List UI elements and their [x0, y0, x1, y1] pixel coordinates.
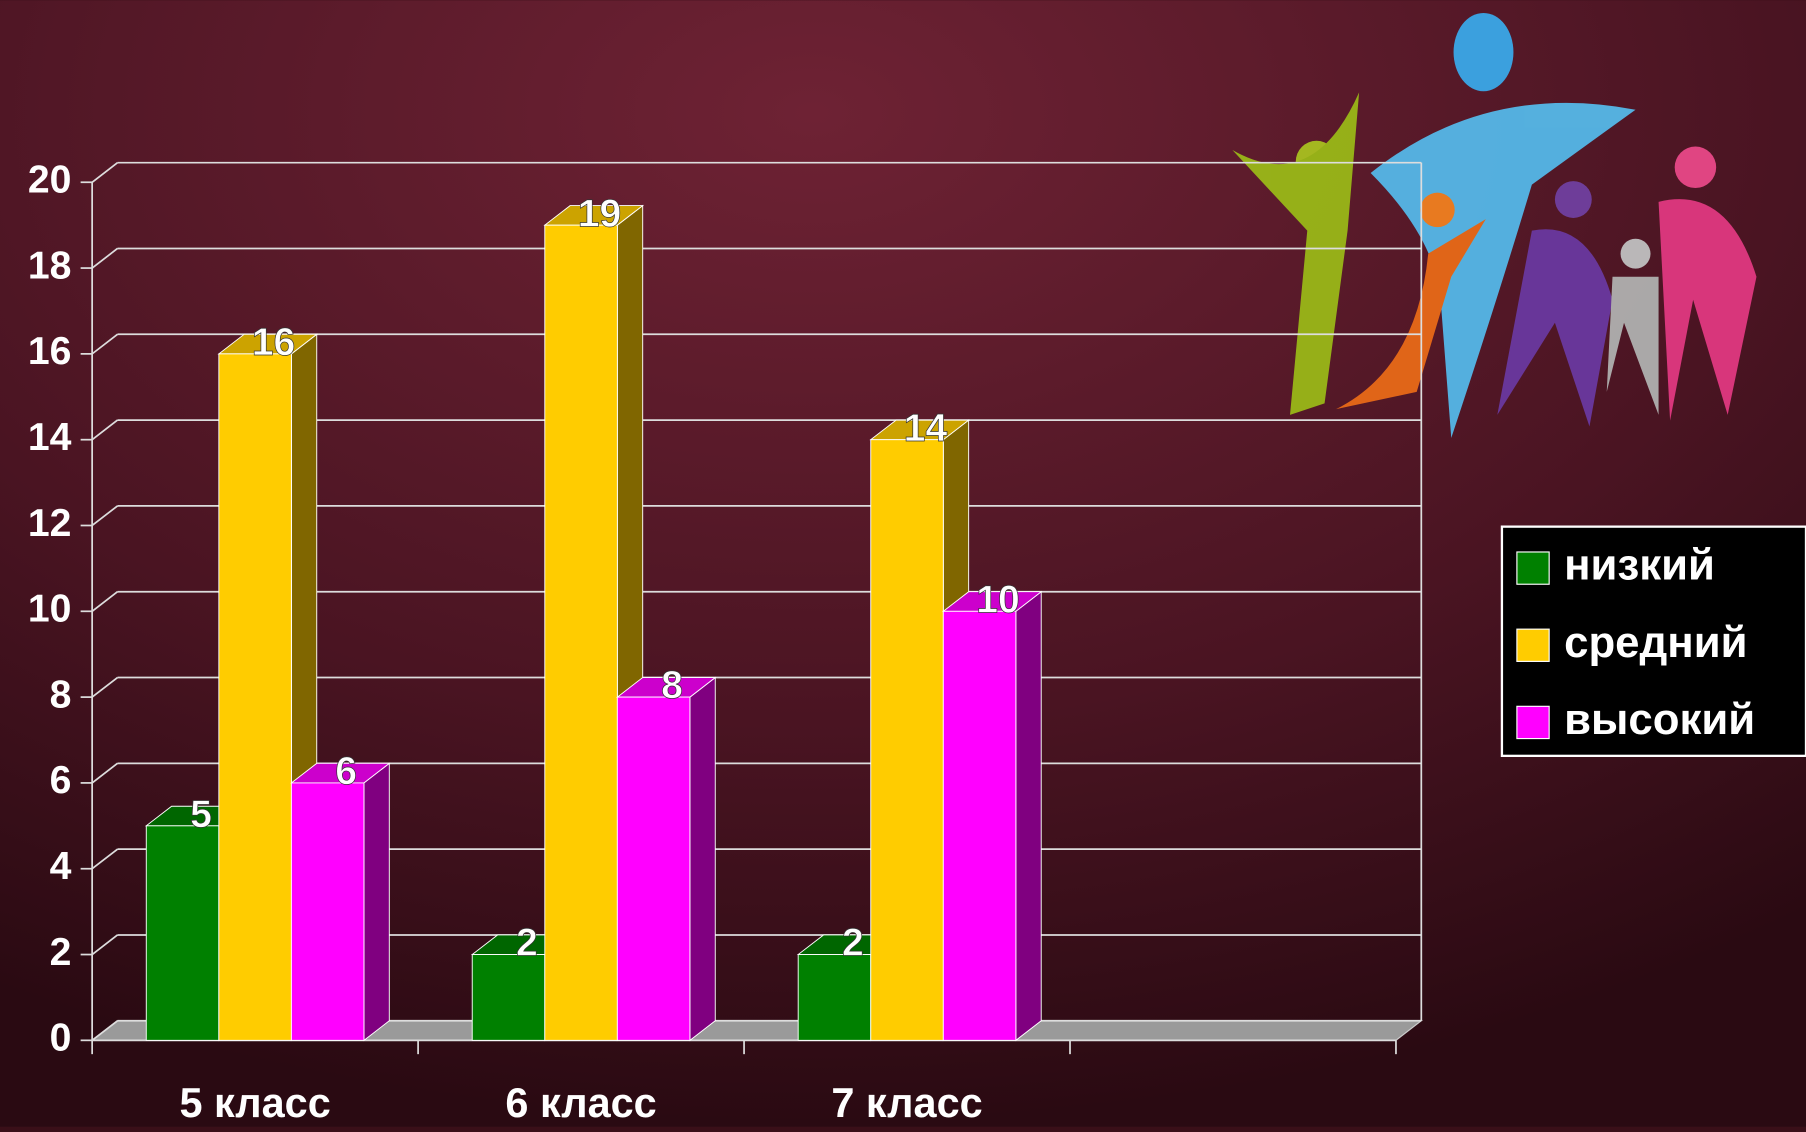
y-tick-label: 14 — [28, 416, 72, 459]
y-tick-label: 20 — [28, 159, 72, 202]
y-tick-label: 2 — [50, 931, 72, 974]
y-tick-label: 16 — [28, 330, 72, 373]
y-tick-label: 4 — [50, 845, 72, 888]
data-label: 8 — [661, 664, 683, 707]
data-label: 6 — [335, 750, 357, 793]
grid-line-side — [91, 247, 119, 269]
bar — [218, 353, 292, 1041]
y-tick-label: 0 — [50, 1017, 72, 1060]
data-label: 10 — [976, 578, 1020, 621]
x-tick-label: 5 класс — [179, 1079, 330, 1126]
y-tick-label: 10 — [28, 588, 72, 631]
grid-line-side — [91, 762, 119, 784]
grid-line-side — [91, 1020, 119, 1042]
grid-line-side — [91, 419, 119, 441]
data-label: 5 — [190, 793, 212, 836]
bar — [145, 825, 220, 1041]
legend-label: средний — [1564, 618, 1747, 667]
legend — [1500, 525, 1806, 757]
grid-line-side — [91, 676, 119, 698]
grid-line-side — [91, 934, 119, 956]
legend-label: низкий — [1564, 541, 1715, 590]
grid-line-side — [91, 161, 119, 183]
bar — [471, 954, 546, 1041]
y-tick-label: 8 — [50, 673, 72, 716]
grid-line-side — [91, 848, 119, 870]
grid-line-side — [91, 505, 119, 527]
legend-swatch — [1516, 628, 1550, 662]
y-tick-label: 6 — [50, 759, 72, 802]
grid-line-side — [91, 333, 119, 355]
grid-line-side — [91, 591, 119, 612]
bar-side — [1015, 590, 1042, 1042]
bar — [290, 782, 365, 1041]
data-label: 19 — [578, 192, 622, 235]
data-label: 14 — [904, 407, 948, 450]
bar — [544, 224, 618, 1041]
y-tick-label: 12 — [28, 502, 72, 545]
bar — [616, 696, 691, 1041]
bar-side — [363, 762, 390, 1042]
bar — [870, 439, 944, 1041]
x-tick-label: 7 класс — [831, 1079, 982, 1126]
y-tick-label: 18 — [28, 244, 72, 287]
data-label: 2 — [842, 922, 864, 965]
bar — [797, 954, 872, 1041]
legend-swatch — [1516, 705, 1550, 740]
data-label: 16 — [252, 321, 296, 364]
data-label: 2 — [516, 922, 538, 965]
x-tick-label: 6 класс — [505, 1079, 656, 1126]
legend-swatch — [1516, 551, 1550, 585]
legend-label: высокий — [1564, 695, 1755, 744]
bar — [942, 610, 1017, 1041]
bar-side — [689, 676, 716, 1042]
